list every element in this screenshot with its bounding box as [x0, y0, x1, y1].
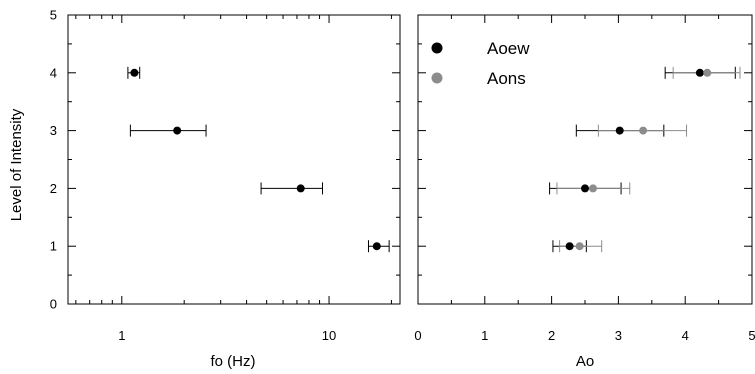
aoew-point	[615, 126, 624, 135]
fo-y-tick-label: 1	[50, 239, 57, 254]
ao-x-tick-label: 3	[615, 328, 622, 343]
y-axis-title: Level of Intensity	[8, 108, 25, 221]
legend-marker-aons	[431, 72, 443, 84]
series-0-point	[173, 126, 182, 135]
series-0-point	[372, 242, 381, 251]
aoew-point	[581, 184, 589, 193]
x-axis-title-fo: fo (Hz)	[211, 353, 256, 370]
ao-x-tick-label: 0	[414, 328, 421, 343]
fo-panel: 0 1 2 3 4 5 1 10	[50, 8, 401, 343]
ao-x-tick-label: 2	[548, 328, 555, 343]
aoew-point	[565, 242, 574, 251]
ao-x-tick-label: 1	[481, 328, 488, 343]
series-0-point	[296, 184, 305, 193]
aoew-point	[695, 68, 704, 77]
axis-titles: Level of Intensity fo (Hz) Ao	[8, 108, 594, 370]
fo-y-tick-label: 0	[50, 297, 57, 312]
aons-point	[589, 184, 598, 193]
x-axis-title-ao: Ao	[576, 353, 594, 370]
ao-panel: 0 1 2 3 4 5	[414, 14, 755, 343]
legend: Aoew Aons	[431, 39, 530, 88]
aons-point	[703, 68, 712, 77]
legend-label-aons: Aons	[487, 69, 526, 88]
series-0-point	[130, 68, 139, 77]
aons-point	[639, 126, 648, 135]
fo-y-tick-label: 2	[50, 181, 57, 196]
fo-y-tick-label: 5	[50, 8, 57, 23]
fo-y-tick-label: 4	[50, 65, 57, 80]
fo-x-tick-label: 1	[118, 328, 125, 343]
aons-point	[575, 242, 584, 251]
ao-x-tick-label: 4	[682, 328, 689, 343]
legend-marker-aoew	[431, 42, 443, 54]
ao-plot-frame	[417, 14, 753, 305]
ao-x-tick-label: 5	[748, 328, 755, 343]
fo-x-tick-label: 10	[322, 328, 336, 343]
fo-plot-frame	[67, 14, 401, 305]
fo-y-tick-label: 3	[50, 123, 57, 138]
legend-label-aoew: Aoew	[487, 39, 530, 58]
